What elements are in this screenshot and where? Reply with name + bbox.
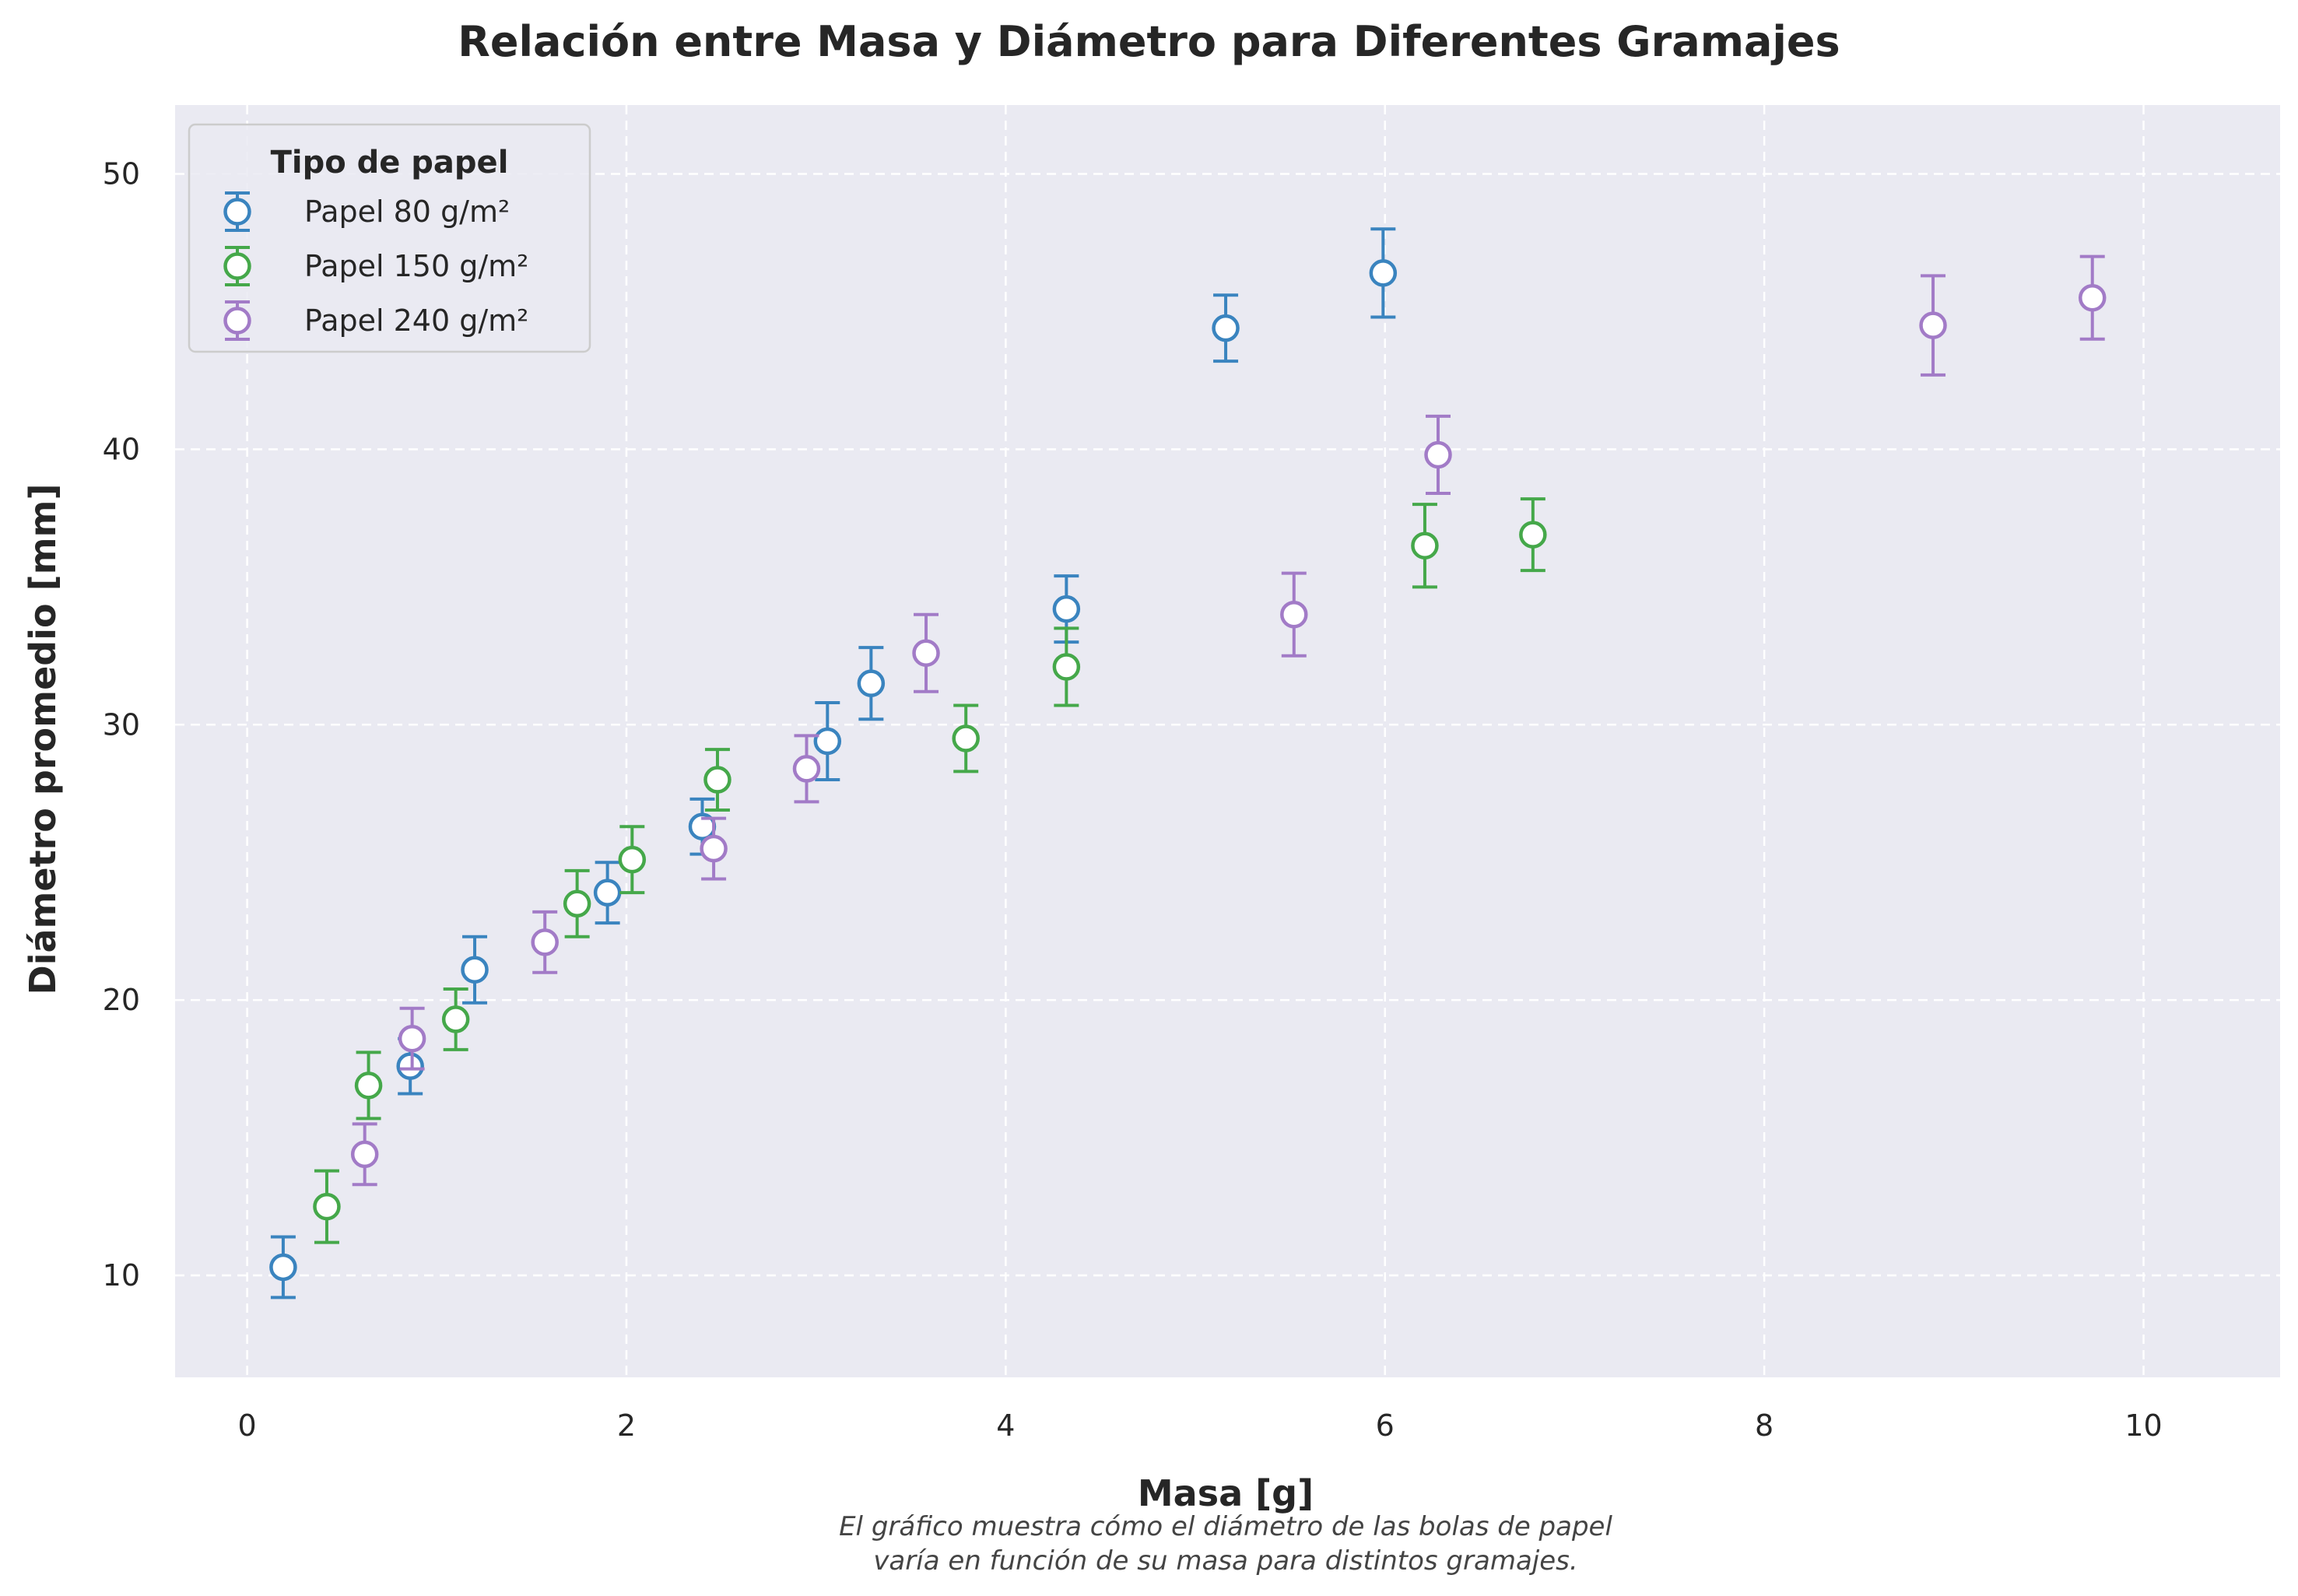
data-point <box>313 1192 341 1221</box>
y-tick-label: 40 <box>103 432 140 466</box>
caption-line-1: El gráfico muestra cómo el diámetro de l… <box>839 1511 1612 1542</box>
data-point <box>952 724 980 752</box>
data-point <box>1369 259 1398 287</box>
data-point <box>2078 283 2107 312</box>
legend-entry: Papel 80 g/m² <box>304 195 510 229</box>
data-point <box>700 834 728 863</box>
y-tick-label: 50 <box>103 156 140 191</box>
legend-title: Tipo de papel <box>271 145 509 181</box>
data-point <box>398 1024 426 1053</box>
y-tick-label: 30 <box>103 707 140 742</box>
data-point <box>857 669 886 697</box>
data-point <box>563 889 591 918</box>
x-tick-label: 10 <box>2124 1408 2162 1443</box>
x-tick-label: 0 <box>238 1408 257 1443</box>
y-tick-label: 10 <box>103 1258 140 1293</box>
data-point <box>593 879 622 907</box>
legend-marker <box>223 198 251 226</box>
data-point <box>703 766 732 794</box>
legend-marker <box>223 307 251 335</box>
data-point <box>269 1253 297 1282</box>
data-point <box>441 1005 470 1033</box>
data-point <box>1424 440 1452 469</box>
legend-box <box>188 123 591 353</box>
data-point <box>531 928 559 956</box>
data-point <box>1052 595 1081 623</box>
x-axis-label: Masa [g] <box>1137 1472 1314 1514</box>
legend-entry: Papel 240 g/m² <box>304 303 528 338</box>
data-point <box>1280 600 1308 629</box>
x-tick-label: 2 <box>617 1408 636 1443</box>
data-point <box>912 639 940 668</box>
data-point <box>350 1140 379 1169</box>
data-point <box>1052 653 1081 681</box>
data-point <box>1411 531 1439 559</box>
data-point <box>1519 521 1547 549</box>
data-point <box>618 845 647 874</box>
chart-caption: El gráfico muestra cómo el diámetro de l… <box>0 1510 2298 1578</box>
caption-line-2: varía en función de su masa para distint… <box>873 1545 1578 1577</box>
data-point <box>461 956 489 984</box>
legend-marker <box>223 252 251 280</box>
data-point <box>1919 311 1947 339</box>
x-tick-label: 4 <box>996 1408 1015 1443</box>
y-tick-label: 20 <box>103 983 140 1017</box>
data-point <box>1212 314 1240 342</box>
data-point <box>354 1072 383 1100</box>
data-point <box>396 1052 424 1080</box>
legend-entry: Papel 150 g/m² <box>304 249 528 283</box>
chart-title: Relación entre Masa y Diámetro para Dife… <box>458 17 1840 66</box>
x-tick-label: 6 <box>1376 1408 1395 1443</box>
x-tick-label: 8 <box>1755 1408 1773 1443</box>
data-point <box>792 755 821 783</box>
y-axis-label: Diámetro promedio [mm] <box>22 483 64 995</box>
data-point <box>813 727 842 756</box>
